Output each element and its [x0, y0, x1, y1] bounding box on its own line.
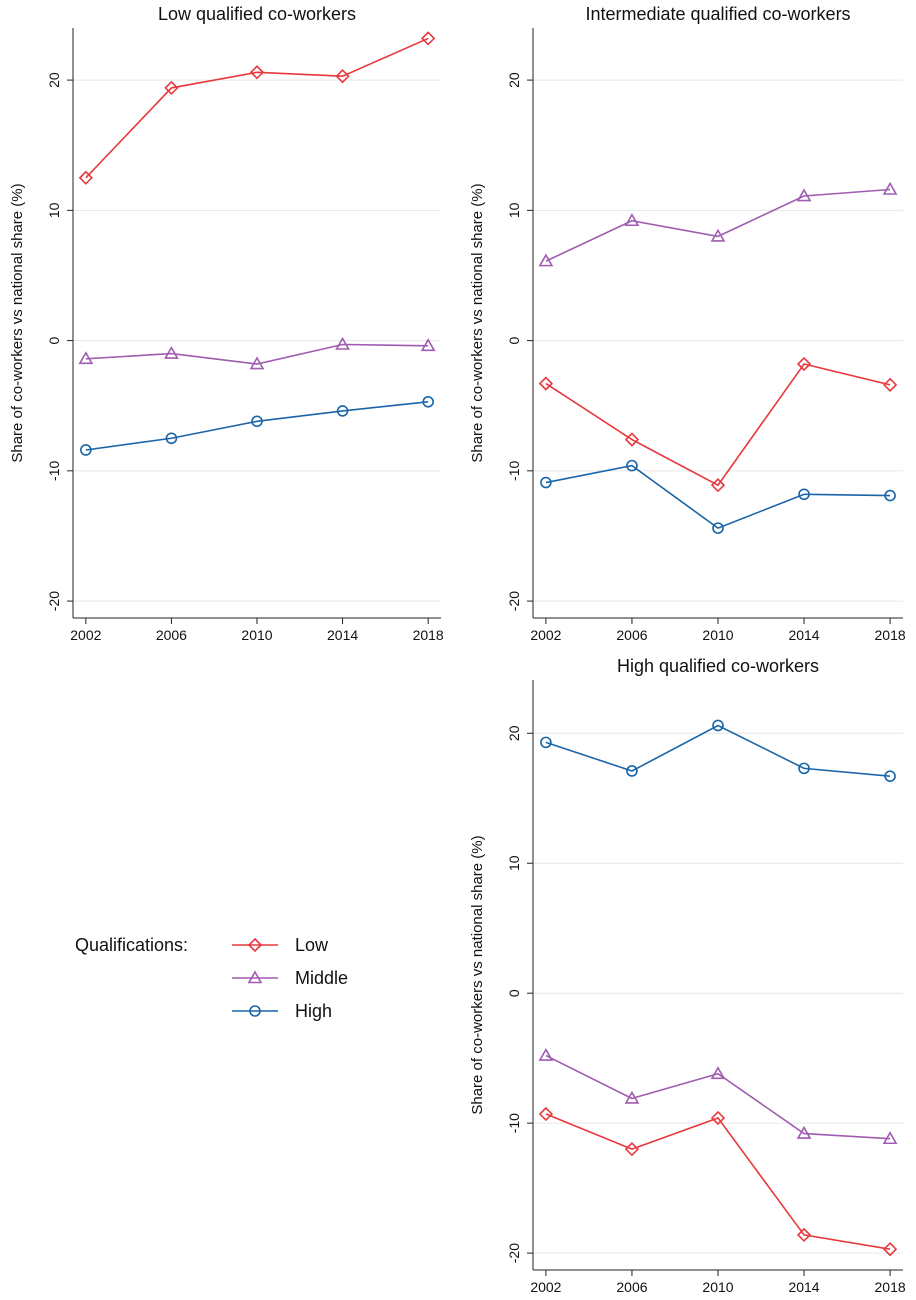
marker: [624, 1090, 640, 1104]
marker: [798, 762, 810, 775]
marker: [164, 345, 179, 359]
x-tick-label: 2010: [702, 1279, 733, 1295]
marker: [796, 1227, 812, 1243]
marker: [538, 1047, 554, 1061]
marker: [796, 1125, 812, 1139]
marker: [624, 432, 640, 447]
marker: [710, 228, 726, 242]
marker: [626, 459, 638, 472]
marker: [336, 405, 349, 417]
y-tick-label: -20: [46, 591, 62, 611]
marker: [796, 188, 812, 202]
marker: [249, 356, 265, 370]
series-line: [545, 464, 891, 530]
marker: [249, 65, 265, 80]
marker: [710, 1110, 726, 1126]
marker: [165, 432, 178, 445]
y-tick-label: 20: [506, 725, 522, 741]
legend-label: Middle: [295, 968, 348, 988]
series-line: [85, 343, 429, 365]
marker: [420, 338, 436, 352]
x-tick-label: 2018: [875, 627, 906, 643]
x-tick-label: 2006: [616, 1279, 647, 1295]
marker: [624, 213, 640, 227]
panel-title: Low qualified co-workers: [158, 4, 356, 24]
marker: [710, 478, 726, 493]
x-tick-label: 2006: [616, 627, 647, 643]
panel-title: High qualified co-workers: [617, 656, 819, 676]
marker: [624, 1142, 640, 1157]
x-tick-label: 2002: [530, 1279, 561, 1295]
legend-marker: [249, 1005, 261, 1017]
y-tick-label: -20: [506, 591, 522, 611]
marker: [540, 736, 552, 749]
marker: [80, 444, 92, 456]
x-tick-label: 2018: [875, 1279, 906, 1295]
y-tick-label: 10: [506, 855, 522, 871]
x-tick-label: 2010: [702, 627, 733, 643]
x-tick-label: 2014: [327, 627, 358, 643]
y-axis-title: Share of co-workers vs national share (%…: [469, 835, 486, 1114]
marker: [540, 476, 552, 489]
y-tick-label: -10: [506, 460, 522, 480]
panel-title: Intermediate qualified co-workers: [585, 4, 850, 24]
y-tick-label: 0: [506, 336, 522, 344]
marker: [798, 488, 810, 501]
y-tick-label: 10: [506, 202, 522, 218]
legend-marker: [247, 937, 263, 953]
x-tick-label: 2002: [70, 627, 101, 643]
y-tick-label: 0: [506, 989, 522, 997]
legend-label: Low: [295, 935, 329, 955]
series-line: [545, 188, 891, 262]
x-tick-label: 2018: [413, 627, 444, 643]
legend-marker: [247, 970, 263, 984]
legend-label: High: [295, 1001, 332, 1021]
marker: [884, 489, 896, 502]
series-line: [85, 37, 429, 179]
marker: [335, 69, 350, 84]
marker: [710, 1066, 726, 1080]
x-tick-label: 2014: [788, 627, 819, 643]
marker: [421, 31, 436, 46]
x-tick-label: 2002: [530, 627, 561, 643]
y-tick-label: 0: [46, 336, 62, 344]
marker: [538, 1106, 554, 1122]
series-line: [85, 401, 429, 451]
y-tick-label: 10: [46, 202, 62, 218]
marker: [78, 170, 93, 185]
marker: [882, 1242, 898, 1257]
marker: [884, 770, 896, 782]
y-tick-label: -20: [506, 1243, 522, 1263]
marker: [251, 415, 263, 428]
marker: [164, 80, 179, 96]
y-tick-label: 20: [46, 72, 62, 88]
series-line: [545, 724, 891, 777]
series-line: [545, 363, 891, 487]
x-tick-label: 2006: [156, 627, 187, 643]
x-tick-label: 2014: [788, 1279, 819, 1295]
marker: [712, 522, 724, 534]
y-tick-label: 20: [506, 72, 522, 88]
marker: [882, 181, 898, 195]
marker: [538, 253, 554, 267]
y-axis-title: Share of co-workers vs national share (%…: [469, 183, 486, 462]
y-tick-label: -10: [46, 460, 62, 480]
marker: [882, 377, 898, 392]
marker: [422, 395, 434, 408]
marker: [626, 765, 638, 777]
series-line: [545, 1113, 891, 1250]
series-line: [545, 1054, 891, 1140]
marker: [712, 719, 724, 732]
x-tick-label: 2010: [241, 627, 272, 643]
marker: [335, 336, 350, 350]
marker: [796, 356, 812, 372]
marker: [538, 376, 554, 391]
legend-title: Qualifications:: [75, 935, 188, 955]
y-axis-title: Share of co-workers vs national share (%…: [9, 183, 26, 462]
y-tick-label: -10: [506, 1113, 522, 1133]
marker: [882, 1131, 898, 1145]
marker: [78, 351, 94, 365]
